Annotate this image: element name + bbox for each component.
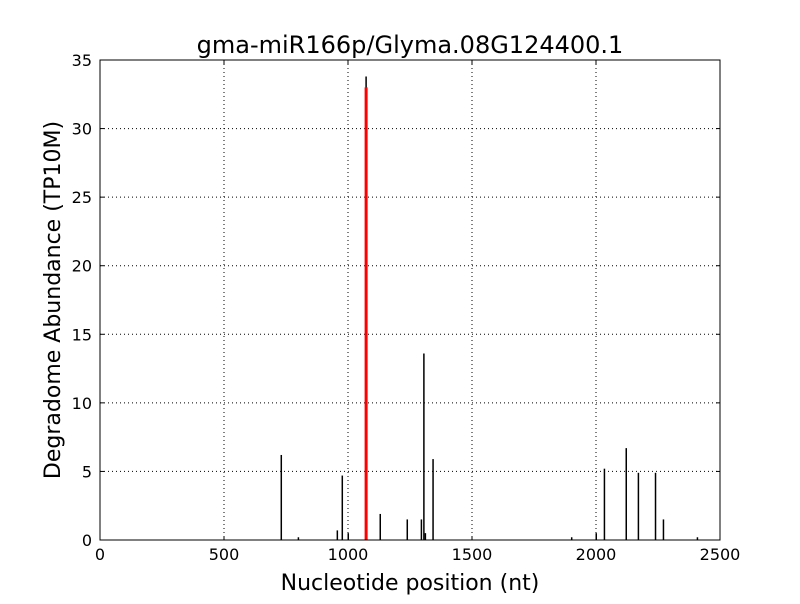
y-tick-label: 10 [72,394,92,413]
y-tick-label: 0 [82,531,92,550]
x-axis-label: Nucleotide position (nt) [281,571,540,596]
y-tick-label: 20 [72,257,92,276]
y-tick-label: 35 [72,51,92,70]
x-tick-label: 1500 [452,545,493,564]
grid [100,60,720,540]
y-tick-label: 5 [82,462,92,481]
y-tick-label: 15 [72,325,92,344]
x-tick-label: 2000 [576,545,617,564]
x-tick-label: 1000 [328,545,369,564]
x-tick-label: 0 [95,545,105,564]
chart-title: gma-miR166p/Glyma.08G124400.1 [197,31,624,59]
y-tick-label: 25 [72,188,92,207]
bars [280,76,699,540]
x-tick-label: 2500 [700,545,741,564]
y-tick-label: 30 [72,120,92,139]
ticks: 0 500 1000 1500 2000 2500 0 5 10 15 20 25 30 35 [72,51,741,564]
plot-frame [99,59,721,541]
y-axis-label: Degradome Abundance (TP10M) [41,121,66,479]
x-tick-label: 500 [209,545,240,564]
